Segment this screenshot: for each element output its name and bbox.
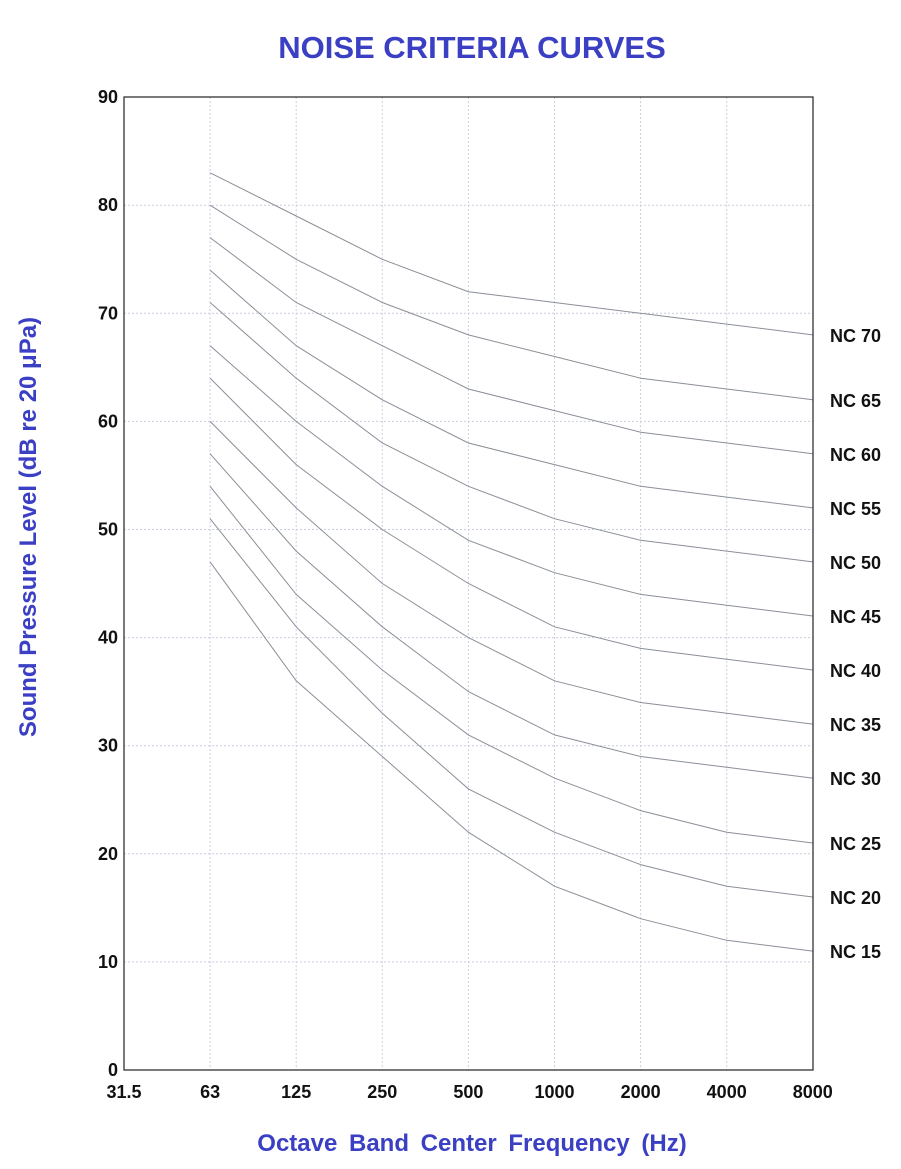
y-tick-label: 0 [108, 1060, 118, 1080]
x-tick-label: 4000 [707, 1082, 747, 1102]
series-line [209, 172, 813, 336]
series-label: NC 25 [830, 834, 881, 854]
x-tick-label: 31.5 [106, 1082, 141, 1102]
series-label: NC 30 [830, 769, 881, 789]
series-line [209, 485, 813, 844]
y-tick-label: 20 [98, 844, 118, 864]
series-line [209, 237, 813, 455]
series-line [209, 204, 813, 401]
y-tick-label: 70 [98, 303, 118, 323]
series-line [209, 377, 813, 671]
series-label: NC 55 [830, 499, 881, 519]
series-label: NC 15 [830, 942, 881, 962]
series-label: NC 35 [830, 715, 881, 735]
chart-title: NOISE CRITERIA CURVES [278, 30, 666, 65]
y-axis-label: Sound Pressure Level (dB re 20 μPa) [15, 317, 42, 737]
series-line [209, 345, 813, 617]
series-label: NC 60 [830, 445, 881, 465]
x-tick-label: 63 [200, 1082, 220, 1102]
series-label: NC 20 [830, 888, 881, 908]
x-axis-label: Octave Band Center Frequency (Hz) [257, 1130, 686, 1157]
series-line [209, 302, 813, 563]
x-tick-label: 2000 [621, 1082, 661, 1102]
x-tick-label: 125 [281, 1082, 311, 1102]
y-tick-label: 10 [98, 952, 118, 972]
series-label: NC 65 [830, 391, 881, 411]
y-tick-labels: 0 10 20 30 40 50 60 70 80 90 [98, 87, 118, 1080]
y-tick-label: 50 [98, 520, 118, 540]
x-tick-labels: 31.5 63 125 250 500 1000 2000 4000 8000 [106, 1082, 832, 1102]
plot-frame [123, 96, 814, 1071]
series-line [209, 561, 813, 952]
y-tick-label: 90 [98, 87, 118, 107]
x-tick-label: 500 [453, 1082, 483, 1102]
curves [209, 172, 813, 952]
series-line [209, 269, 813, 509]
x-tick-label: 250 [367, 1082, 397, 1102]
y-tick-label: 30 [98, 736, 118, 756]
series-labels: NC 70 NC 65 NC 60 NC 55 NC 50 NC 45 NC 40 NC 35… [830, 326, 881, 962]
y-tick-label: 40 [98, 628, 118, 648]
series-line [209, 421, 813, 725]
y-tick-label: 60 [98, 411, 118, 431]
series-label: NC 45 [830, 607, 881, 627]
series-line [209, 518, 813, 898]
series-label: NC 70 [830, 326, 881, 346]
y-tick-label: 80 [98, 195, 118, 215]
x-tick-label: 8000 [793, 1082, 833, 1102]
series-line [209, 453, 813, 779]
x-tick-label: 1000 [534, 1082, 574, 1102]
series-label: NC 50 [830, 553, 881, 573]
series-label: NC 40 [830, 661, 881, 681]
